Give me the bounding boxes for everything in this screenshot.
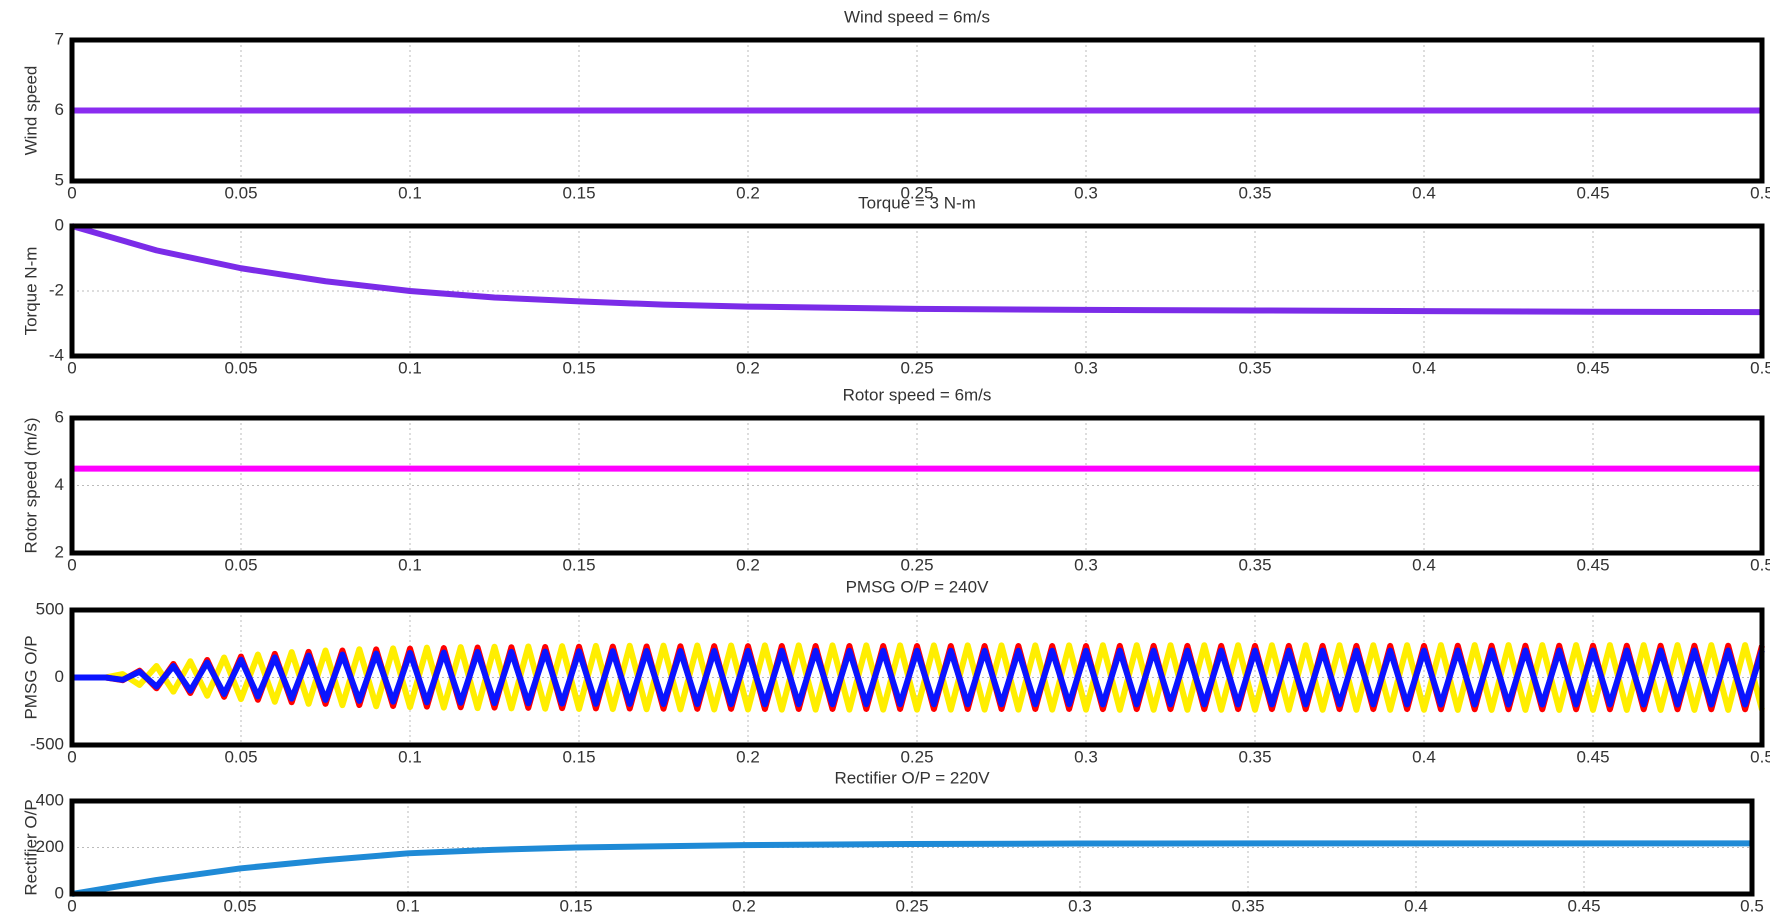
y-axis-label: Rectifier O/P [21,799,40,895]
series-line [72,642,1765,713]
x-tick-label: 0.1 [398,358,422,377]
x-tick-label: 0 [67,555,76,574]
y-tick-label: 2 [55,542,64,561]
y-tick-label: 0 [55,215,64,234]
x-tick-label: 0.5 [1750,183,1770,202]
x-tick-label: 0.45 [1576,747,1609,766]
plot-frame [69,415,1765,556]
x-tick-label: 0.1 [398,747,422,766]
x-tick-label: 0 [67,358,76,377]
plot-frame [69,607,1765,748]
x-tick-label: 0.15 [562,747,595,766]
x-tick-label: 0.05 [224,183,257,202]
chart-title: Rotor speed = 6m/s [843,385,992,404]
x-tick-label: 0.4 [1412,183,1436,202]
x-tick-label: 0.05 [223,896,256,915]
x-tick-label: 0.15 [562,358,595,377]
x-tick-label: 0.2 [736,747,760,766]
x-tick-label: 0.3 [1074,183,1098,202]
x-tick-label: 0.45 [1576,358,1609,377]
chart-title: PMSG O/P = 240V [846,577,990,596]
x-tick-label: 0.35 [1238,555,1271,574]
x-tick-label: 0.3 [1074,358,1098,377]
x-tick-label: 0.3 [1074,555,1098,574]
x-tick-label: 0.3 [1074,747,1098,766]
chart-title: Rectifier O/P = 220V [834,768,990,787]
y-axis-label: Rotor speed (m/s) [21,417,40,553]
x-tick-label: 0.15 [559,896,592,915]
plot-frame [69,37,1765,184]
y-tick-label: 400 [36,790,64,809]
y-tick-label: -2 [49,280,64,299]
y-tick-label: 6 [55,407,64,426]
x-tick-label: 0.4 [1404,896,1428,915]
x-tick-label: 0.25 [900,747,933,766]
x-tick-label: 0.15 [562,555,595,574]
x-tick-label: 0.1 [398,183,422,202]
x-tick-label: 0.25 [895,896,928,915]
x-tick-label: 0.45 [1576,555,1609,574]
x-tick-label: 0.5 [1750,358,1770,377]
x-tick-label: 0.2 [736,555,760,574]
x-tick-label: 0.25 [900,358,933,377]
x-tick-label: 0.05 [224,358,257,377]
y-tick-label: -4 [49,345,64,364]
x-tick-label: 0.2 [736,183,760,202]
x-tick-label: 0.5 [1750,747,1770,766]
x-tick-label: 0.4 [1412,747,1436,766]
plot-frame [69,223,1765,359]
x-tick-label: 0.2 [736,358,760,377]
x-tick-label: 0.35 [1238,747,1271,766]
y-tick-label: 6 [55,100,64,119]
series-line [71,840,1752,897]
y-tick-label: 200 [36,837,64,856]
x-tick-label: 0.25 [900,183,933,202]
series-line [71,223,1763,316]
x-tick-label: 0 [67,183,76,202]
series-line [72,647,1765,708]
x-tick-label: 0.35 [1238,183,1271,202]
x-tick-label: 0 [67,896,76,915]
x-tick-label: 0.05 [224,747,257,766]
x-tick-label: 0.35 [1238,358,1271,377]
y-axis-label: Torque N-m [21,247,40,336]
x-tick-label: 0.2 [732,896,756,915]
y-axis-label: Wind speed [21,66,40,156]
x-tick-label: 0.5 [1740,896,1764,915]
y-tick-label: 0 [55,667,64,686]
x-tick-label: 0.35 [1231,896,1264,915]
y-tick-label: 7 [55,29,64,48]
x-tick-label: 0.15 [562,183,595,202]
x-tick-label: 0.1 [398,555,422,574]
chart-title: Torque = 3 N-m [858,193,976,212]
x-tick-label: 0.25 [900,555,933,574]
y-tick-label: 500 [36,599,64,618]
y-axis-label: PMSG O/P [21,635,40,719]
x-tick-label: 0.4 [1412,358,1436,377]
x-tick-label: 0.1 [396,896,420,915]
y-tick-label: 4 [55,475,64,494]
x-tick-label: 0.4 [1412,555,1436,574]
x-tick-label: 0.5 [1750,555,1770,574]
y-tick-label: 5 [55,170,64,189]
chart-title: Wind speed = 6m/s [844,7,990,26]
x-tick-label: 0 [67,747,76,766]
x-tick-label: 0.05 [224,555,257,574]
y-tick-label: -500 [30,734,64,753]
x-tick-label: 0.45 [1576,183,1609,202]
x-tick-label: 0.3 [1068,896,1092,915]
y-tick-label: 0 [55,883,64,902]
x-tick-label: 0.45 [1567,896,1600,915]
plot-frame [69,798,1755,897]
